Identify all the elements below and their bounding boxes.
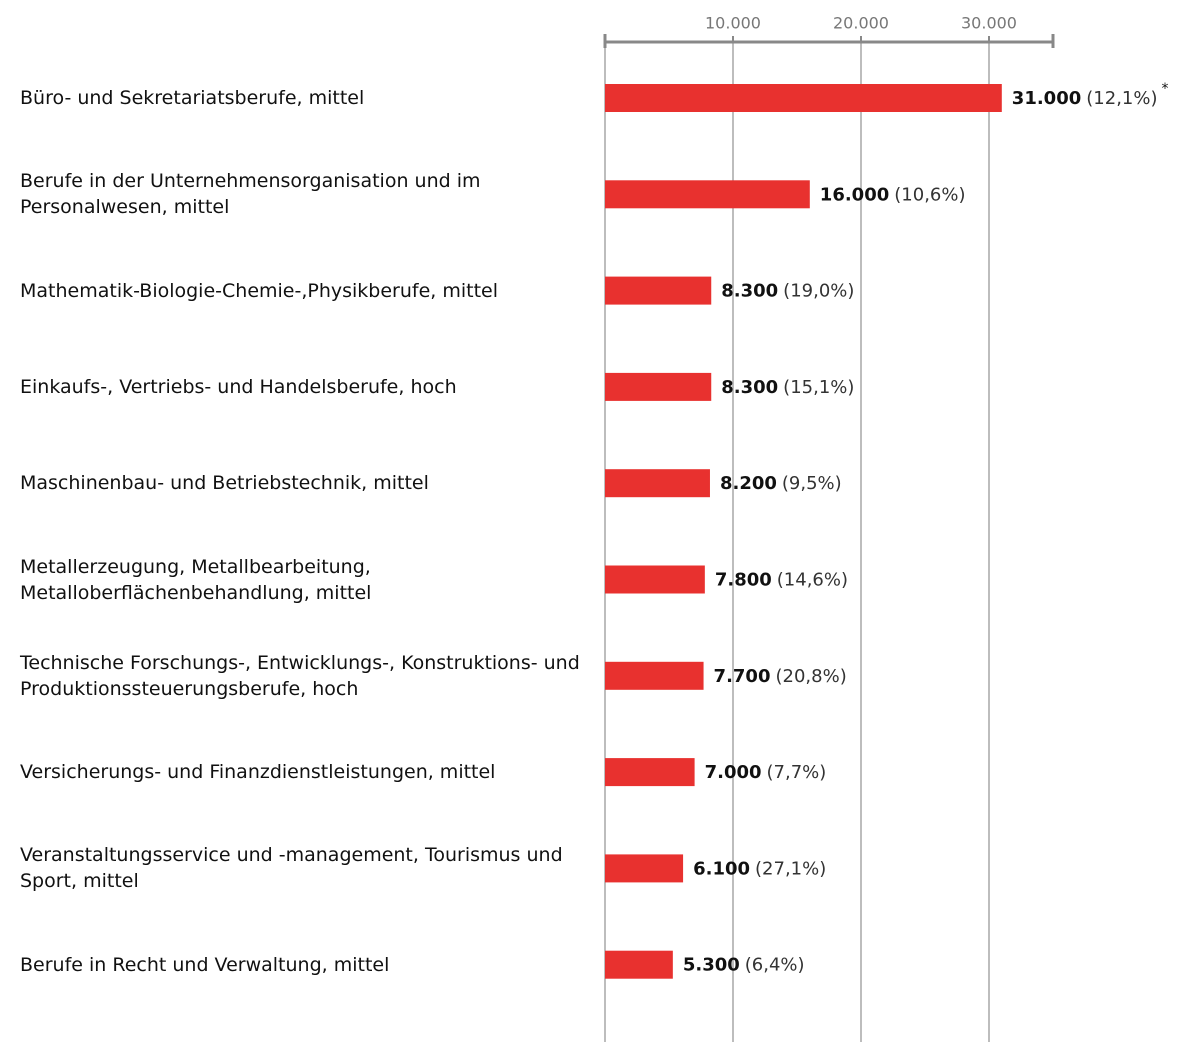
x-tick-label: 20.000 [833,14,889,33]
bar [605,84,1002,112]
category-label: Mathematik-Biologie-Chemie-,Physikberufe… [20,279,499,302]
data-label: 16.000 (10,6%) [820,184,966,205]
share-label: (9,5%) [782,473,842,494]
value-label: 5.300 [683,955,740,976]
x-tick-label: 30.000 [961,14,1017,33]
share-label: (14,6%) [777,570,848,591]
bar [605,758,695,787]
annotation: * [1162,81,1169,97]
data-label: 8.200 (9,5%) [720,473,842,494]
category-label: Technische Forschungs-, Entwicklungs-, K… [20,651,580,700]
category-label: Versicherungs- und Finanzdienstleistunge… [20,761,496,784]
category-label: Veranstaltungsservice und -management, T… [20,844,563,893]
value-label: 16.000 [820,184,889,205]
data-label: 31.000 (12,1%) * [1012,81,1169,109]
bar [605,661,704,690]
category-label: Berufe in der Unternehmensorganisation u… [20,170,481,219]
category-label: Büro- und Sekretariatsberufe, mittel [20,87,365,109]
value-label: 8.200 [720,473,777,494]
share-label: (10,6%) [894,184,965,205]
category-label: Einkaufs-, Vertriebs- und Handelsberufe,… [20,375,457,398]
bar [605,950,673,979]
value-label: 6.100 [693,858,750,879]
data-label: 7.700 (20,8%) [714,666,847,687]
share-label: (6,4%) [745,955,805,976]
share-label: (7,7%) [767,762,827,783]
value-label: 7.700 [714,666,771,687]
share-label: (15,1%) [783,377,854,398]
data-label: 8.300 (15,1%) [721,377,854,398]
category-label: Metallerzeugung, Metallbearbeitung, Meta… [20,555,372,604]
share-label: (27,1%) [755,858,826,879]
category-label: Maschinenbau- und Betriebstechnik, mitte… [20,472,429,495]
bar [605,372,712,401]
data-label: 8.300 (19,0%) [721,281,854,302]
value-label: 8.300 [721,281,778,302]
bar [605,469,710,498]
value-label: 7.800 [715,570,772,591]
value-label: 31.000 [1012,88,1081,109]
share-label: (19,0%) [783,281,854,302]
value-label: 7.000 [705,762,762,783]
x-tick-label: 10.000 [705,14,761,33]
share-label: (12,1%) [1086,88,1157,109]
data-label: 6.100 (27,1%) [693,858,826,879]
data-label: 5.300 (6,4%) [683,955,805,976]
category-label: Berufe in Recht und Verwaltung, mittel [20,953,390,976]
bar [605,276,712,305]
data-label: 7.800 (14,6%) [715,570,848,591]
bar [605,854,684,883]
bar [605,565,705,594]
data-label: 7.000 (7,7%) [705,762,827,783]
share-label: (20,8%) [775,666,846,687]
bar [605,180,810,209]
value-label: 8.300 [721,377,778,398]
